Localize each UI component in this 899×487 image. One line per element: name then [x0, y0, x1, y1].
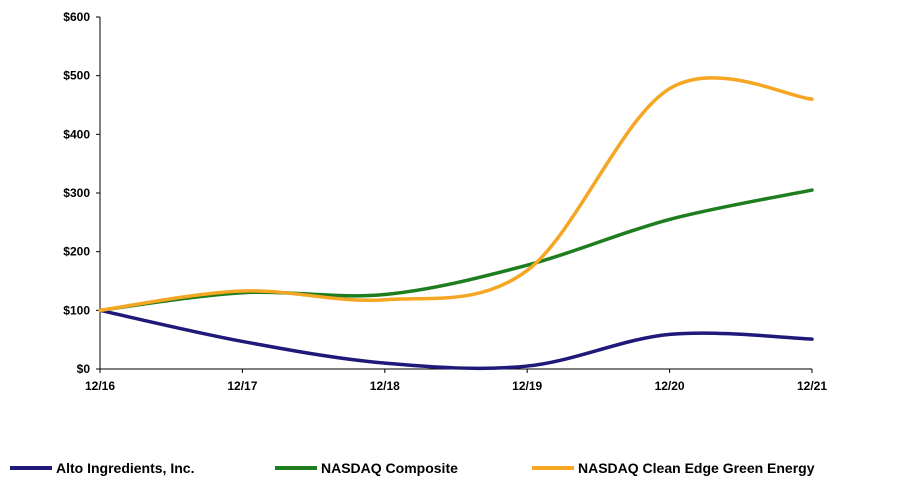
series-line — [98, 308, 814, 371]
series-line — [98, 76, 814, 313]
y-tick-label: $200 — [63, 245, 90, 259]
series-alto-ingredients-inc — [98, 308, 814, 371]
y-axis-ticks: $0 $100 $200 $300 $400 $500 $600 — [63, 10, 100, 376]
x-tick-label: 12/18 — [370, 379, 400, 393]
y-tick-label: $0 — [77, 362, 91, 376]
y-tick-label: $600 — [63, 10, 90, 24]
legend-label: NASDAQ Composite — [321, 460, 458, 476]
axes — [99, 17, 812, 370]
y-tick-label: $100 — [63, 303, 90, 317]
legend-item: NASDAQ Composite — [275, 460, 458, 476]
x-tick-label: 12/21 — [797, 379, 827, 393]
y-tick-label: $300 — [63, 186, 90, 200]
x-tick-label: 12/17 — [227, 379, 257, 393]
legend-label: NASDAQ Clean Edge Green Energy — [578, 460, 815, 476]
series-line — [98, 188, 814, 313]
legend-item: NASDAQ Clean Edge Green Energy — [532, 460, 815, 476]
legend: Alto Ingredients, Inc. NASDAQ Composite NA… — [10, 460, 815, 476]
x-tick-label: 12/20 — [655, 379, 685, 393]
x-axis-ticks: 12/16 12/17 12/18 12/19 12/20 12/21 — [85, 369, 827, 393]
series-nasdaq-clean-edge-green-energy — [98, 76, 814, 313]
y-tick-label: $500 — [63, 69, 90, 83]
y-tick-label: $400 — [63, 127, 90, 141]
legend-label: Alto Ingredients, Inc. — [56, 460, 194, 476]
legend-item: Alto Ingredients, Inc. — [10, 460, 194, 476]
series-lines — [98, 76, 814, 371]
x-tick-label: 12/19 — [512, 379, 542, 393]
x-tick-label: 12/16 — [85, 379, 115, 393]
